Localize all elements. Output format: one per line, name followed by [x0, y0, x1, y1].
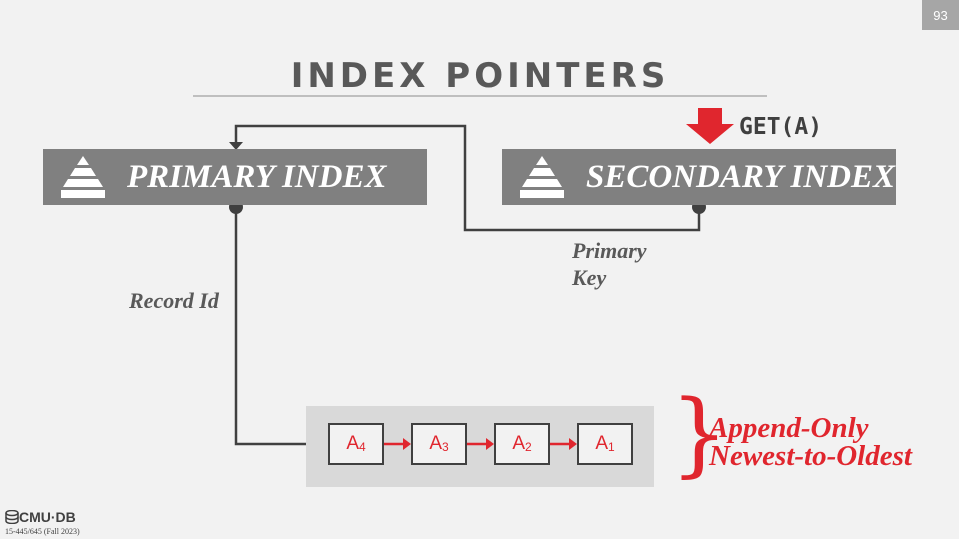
secondary-index-box: SECONDARY INDEX: [502, 149, 896, 205]
primary-index-box: PRIMARY INDEX: [43, 149, 427, 205]
record-id-pointer: [234, 207, 320, 446]
primary-index-label: PRIMARY INDEX: [127, 158, 387, 195]
slide-number: 93: [922, 0, 959, 30]
version-base: A: [429, 433, 442, 454]
query-label: GET(A): [739, 114, 823, 140]
course-label: 15-445/645 (Fall 2023): [5, 527, 80, 536]
chain-note: Append-Only Newest-to-Oldest: [709, 412, 912, 472]
version-sub: 1: [608, 440, 615, 454]
version-link-arrowhead: [569, 438, 577, 450]
pyramid-icon: [520, 156, 564, 198]
arrow-down-icon: [686, 108, 734, 144]
primary-key-label-line1: Primary: [572, 238, 647, 263]
chain-note-line1: Append-Only: [709, 412, 869, 444]
primary-key-arrowhead: [229, 142, 243, 150]
version-sub: 4: [359, 440, 366, 454]
slide-title: INDEX POINTERS: [290, 56, 670, 96]
logo-text: CMU·DB: [19, 509, 76, 525]
primary-key-label: Primary Key: [572, 237, 647, 291]
secondary-index-label: SECONDARY INDEX: [586, 158, 896, 195]
version-base: A: [512, 433, 525, 454]
primary-key-pointer: [234, 124, 701, 232]
database-icon: [5, 510, 19, 524]
version-link-arrowhead: [486, 438, 494, 450]
version-sub: 2: [525, 440, 532, 454]
cmu-db-logo: CMU·DB: [5, 509, 76, 525]
version-base: A: [346, 433, 359, 454]
version-sub: 3: [442, 440, 449, 454]
chain-note-line2: Newest-to-Oldest: [709, 440, 912, 472]
pyramid-icon: [61, 156, 105, 198]
version-link-arrowhead: [403, 438, 411, 450]
version-base: A: [595, 433, 608, 454]
brace-icon: }: [670, 380, 729, 487]
record-id-label: Record Id: [129, 288, 219, 313]
primary-key-label-line2: Key: [572, 265, 607, 290]
title-underline: [193, 95, 767, 97]
